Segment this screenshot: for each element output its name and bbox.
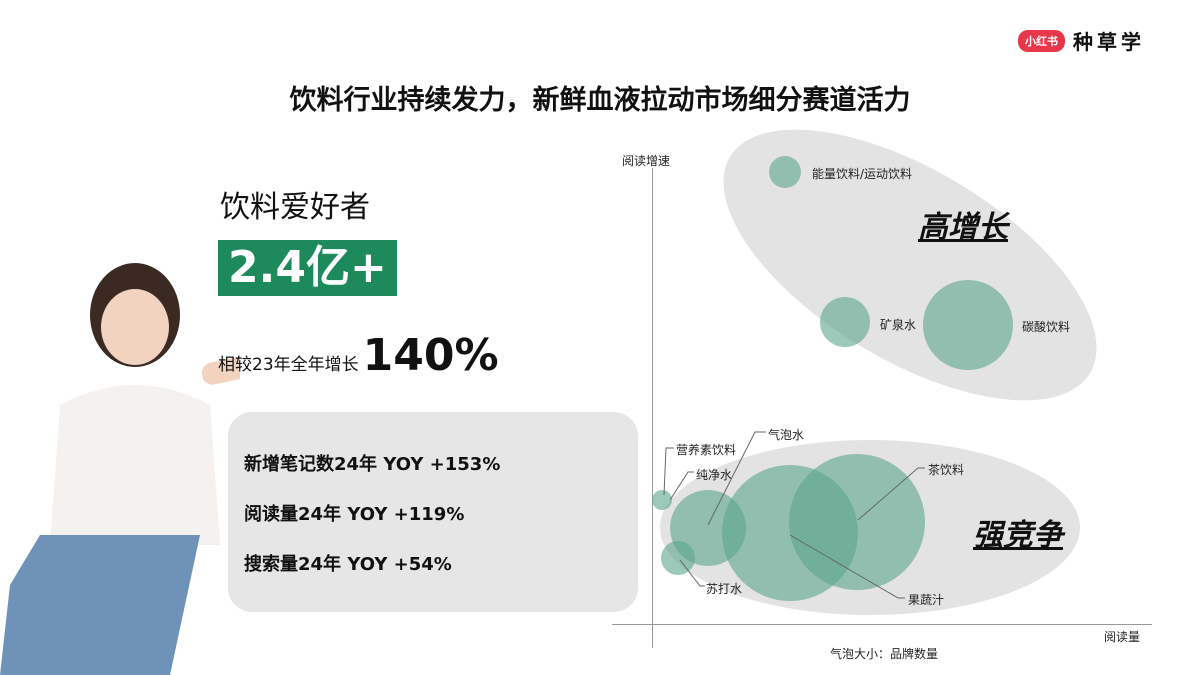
growth-label: 相较23年全年增长 (218, 355, 359, 375)
stat-reads: 阅读量24年 YOY +119% (244, 504, 465, 525)
label-energy-drinks: 能量饮料/运动饮料 (812, 167, 913, 181)
brand-text: 种草学 (1073, 30, 1145, 54)
stat-notes: 新增笔记数24年 YOY +153% (244, 454, 501, 475)
label-nutrition: 营养素饮料 (676, 443, 737, 457)
growth-row: 相较23年全年增长 140% (218, 330, 499, 381)
label-mineral-water: 矿泉水 (880, 318, 917, 332)
y-axis-label: 阅读增速 (622, 154, 671, 168)
bubble-tea (789, 454, 925, 590)
bubble-size-note: 气泡大小：品牌数量 (830, 647, 939, 661)
stats-panel: 新增笔记数24年 YOY +153% 阅读量24年 YOY +119% 搜索量2… (228, 412, 638, 612)
bubble-carbonated (923, 280, 1013, 370)
stat-search: 搜索量24年 YOY +54% (244, 554, 452, 575)
x-axis-label: 阅读量 (1104, 630, 1141, 644)
brand-logo: 小红书 种草学 (1018, 26, 1145, 55)
growth-value: 140% (362, 330, 499, 381)
competitive-label: 强竞争 (973, 518, 1063, 553)
xiaohongshu-badge: 小红书 (1018, 29, 1065, 52)
bubble-soda-water (661, 541, 695, 575)
fans-label: 饮料爱好者 (220, 190, 370, 225)
label-soda-water: 苏打水 (706, 582, 743, 596)
bubble-energy-drinks (769, 156, 801, 188)
bubble-nutrition (652, 490, 672, 510)
label-juice: 果蔬汁 (908, 593, 945, 607)
page-title: 饮料行业持续发力，新鲜血液拉动市场细分赛道活力 (289, 85, 911, 116)
bubble-mineral-water (820, 297, 870, 347)
high-growth-label: 高增长 (918, 210, 1008, 245)
girl-photo (0, 263, 240, 675)
label-purified-water: 纯净水 (696, 468, 733, 482)
high-growth-zone (681, 75, 1139, 455)
fans-value: 2.4亿+ (218, 240, 397, 296)
x-axis (612, 624, 1152, 625)
y-axis (652, 168, 653, 648)
label-sparkling-water: 气泡水 (768, 428, 805, 442)
label-carbonated: 碳酸饮料 (1022, 320, 1071, 334)
label-tea: 茶饮料 (928, 463, 965, 477)
